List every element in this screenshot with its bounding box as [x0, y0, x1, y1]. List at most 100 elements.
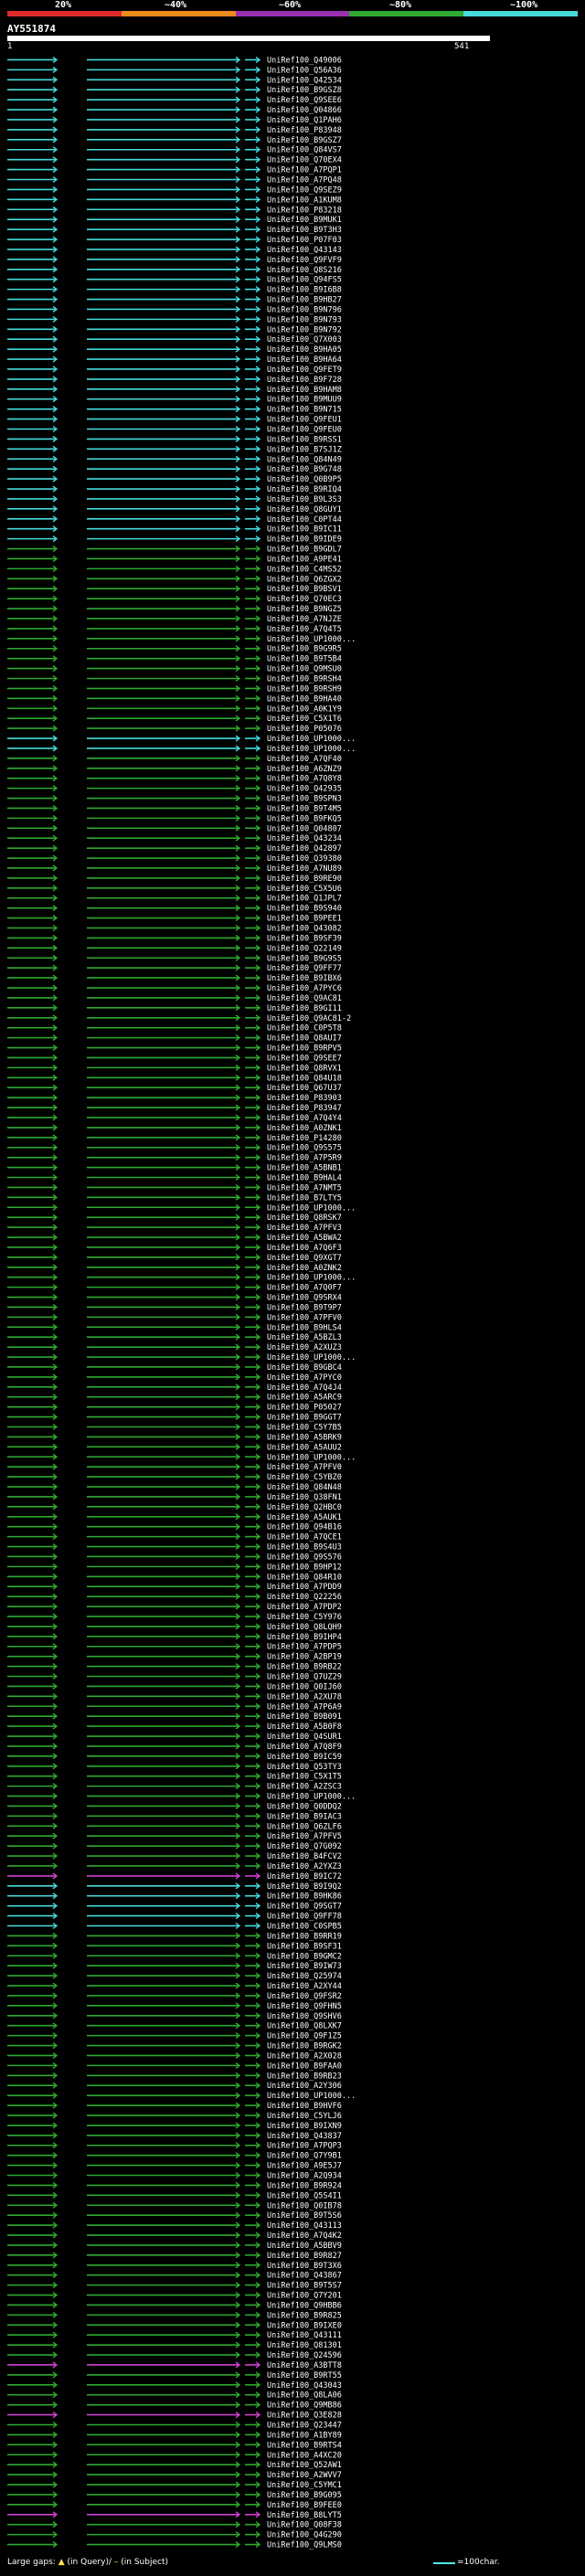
hit-row[interactable]: UniRef100_B9IAC3: [7, 1812, 342, 1821]
hit-row[interactable]: UniRef100_A7Q8F9: [7, 1743, 342, 1752]
hit-row[interactable]: UniRef100_B9N796: [7, 305, 342, 314]
hit-row[interactable]: UniRef100_Q23447: [7, 2422, 342, 2431]
hit-row[interactable]: UniRef100_A9PE41: [7, 555, 342, 564]
hit-label[interactable]: UniRef100_B9FAA0: [267, 2062, 342, 2071]
hit-label[interactable]: UniRef100_B9T3X6: [267, 2262, 342, 2271]
hit-label[interactable]: UniRef100_Q43043: [267, 2381, 342, 2390]
hit-row[interactable]: UniRef100_C5Y976: [7, 1613, 342, 1622]
hit-label[interactable]: UniRef100_B9GMC2: [267, 1952, 342, 1961]
hit-label[interactable]: UniRef100_Q56A36: [267, 66, 342, 75]
hit-row[interactable]: UniRef100_Q8RSK7: [7, 1214, 342, 1223]
hit-row[interactable]: UniRef100_B9IC11: [7, 525, 342, 535]
hit-label[interactable]: UniRef100_B9T5S6: [267, 2211, 342, 2221]
hit-label[interactable]: UniRef100_Q0B9P5: [267, 475, 342, 484]
hit-label[interactable]: UniRef100_UP1000...: [267, 1274, 356, 1283]
hit-label[interactable]: UniRef100_Q6ZLF6: [267, 1822, 342, 1831]
hit-row[interactable]: UniRef100_A7Q6F3: [7, 1244, 342, 1253]
hit-label[interactable]: UniRef100_Q9SEE7: [267, 1054, 342, 1063]
hit-label[interactable]: UniRef100_B9S940: [267, 905, 342, 914]
hit-row[interactable]: UniRef100_Q9FF78: [7, 1913, 342, 1922]
hit-label[interactable]: UniRef100_B9GI11: [267, 1004, 342, 1013]
hit-label[interactable]: UniRef100_Q8LXK7: [267, 2022, 342, 2031]
hit-row[interactable]: UniRef100_Q0IJ60: [7, 1682, 342, 1691]
hit-row[interactable]: UniRef100_Q9AC81-2: [7, 1014, 351, 1023]
hit-label[interactable]: UniRef100_Q9FEU1: [267, 416, 342, 425]
hit-label[interactable]: UniRef100_Q9SHV6: [267, 2012, 342, 2021]
hit-row[interactable]: UniRef100_A9E5J7: [7, 2162, 342, 2171]
hit-row[interactable]: UniRef100_P14280: [7, 1134, 342, 1143]
hit-label[interactable]: UniRef100_Q39380: [267, 854, 342, 864]
hit-label[interactable]: UniRef100_Q9LMS0: [267, 2541, 342, 2549]
hit-row[interactable]: UniRef100_Q43867: [7, 2272, 342, 2281]
hit-label[interactable]: UniRef100_A2Q934: [267, 2172, 342, 2181]
hit-row[interactable]: UniRef100_B9SPN3: [7, 795, 342, 804]
hit-row[interactable]: UniRef100_A7P5R9: [7, 1154, 342, 1163]
hit-row[interactable]: UniRef100_UP1000...: [7, 1203, 356, 1213]
hit-label[interactable]: UniRef100_A2XY44: [267, 1982, 342, 1991]
hit-row[interactable]: UniRef100_A7QCE1: [7, 1533, 342, 1542]
hit-label[interactable]: UniRef100_Q08F38: [267, 2521, 342, 2530]
hit-row[interactable]: UniRef100_B9GSZ8: [7, 86, 342, 95]
hit-row[interactable]: UniRef100_Q81301: [7, 2341, 342, 2350]
hit-row[interactable]: UniRef100_B9PEE1: [7, 915, 342, 924]
hit-row[interactable]: UniRef100_B9HK86: [7, 1892, 342, 1902]
hit-row[interactable]: UniRef100_A2XU78: [7, 1692, 342, 1701]
hit-row[interactable]: UniRef100_Q6ZGX2: [7, 575, 342, 584]
hit-row[interactable]: UniRef100_B9T3X6: [7, 2262, 342, 2271]
hit-label[interactable]: UniRef100_A5AUU2: [267, 1443, 342, 1452]
hit-label[interactable]: UniRef100_B9RB23: [267, 2072, 342, 2081]
hit-label[interactable]: UniRef100_Q9S575: [267, 1144, 342, 1153]
hit-row[interactable]: UniRef100_Q9FEU1: [7, 416, 342, 425]
hit-label[interactable]: UniRef100_C5Y7B5: [267, 1424, 342, 1433]
hit-label[interactable]: UniRef100_B9RGK2: [267, 2042, 342, 2051]
hit-label[interactable]: UniRef100_B9IW73: [267, 1962, 342, 1971]
hit-label[interactable]: UniRef100_B9G9S5: [267, 954, 342, 963]
hit-row[interactable]: UniRef100_B9GI11: [7, 1004, 342, 1013]
hit-row[interactable]: UniRef100_A2YXZ3: [7, 1862, 342, 1871]
hit-label[interactable]: UniRef100_UP1000...: [267, 2092, 356, 2101]
hit-label[interactable]: UniRef100_A7Q4T5: [267, 625, 342, 634]
hit-row[interactable]: UniRef100_Q9F1Z5: [7, 2032, 342, 2041]
hit-label[interactable]: UniRef100_P05027: [267, 1404, 342, 1413]
hit-row[interactable]: UniRef100_B9RSH9: [7, 684, 342, 694]
hit-label[interactable]: UniRef100_Q4G290: [267, 2531, 342, 2540]
hit-label[interactable]: UniRef100_B9B091: [267, 1712, 342, 1722]
hit-label[interactable]: UniRef100_Q9FHN5: [267, 2002, 342, 2011]
hit-label[interactable]: UniRef100_B9G748: [267, 465, 342, 474]
hit-label[interactable]: UniRef100_Q8RSK7: [267, 1214, 342, 1223]
hit-row[interactable]: UniRef100_C5X1T5: [7, 1773, 342, 1782]
hit-label[interactable]: UniRef100_A3BTT8: [267, 2361, 342, 2370]
hit-row[interactable]: UniRef100_A1BY89: [7, 2431, 342, 2440]
hit-row[interactable]: UniRef100_Q9SHV6: [7, 2012, 342, 2021]
hit-label[interactable]: UniRef100_Q6ZGX2: [267, 575, 342, 584]
hit-label[interactable]: UniRef100_A5BRK9: [267, 1433, 342, 1442]
hit-row[interactable]: UniRef100_Q9S575: [7, 1144, 342, 1153]
hit-label[interactable]: UniRef100_A7QF40: [267, 755, 342, 764]
hit-row[interactable]: UniRef100_B9FAA0: [7, 2062, 342, 2071]
hit-row[interactable]: UniRef100_Q9AC81: [7, 994, 342, 1003]
hit-label[interactable]: UniRef100_A2ZSC3: [267, 1783, 342, 1792]
hit-row[interactable]: UniRef100_Q22256: [7, 1593, 342, 1602]
hit-label[interactable]: UniRef100_UP1000...: [267, 1793, 356, 1802]
hit-label[interactable]: UniRef100_A7PDP5: [267, 1643, 342, 1652]
hit-label[interactable]: UniRef100_B9HA05: [267, 345, 342, 355]
hit-label[interactable]: UniRef100_B9G9R5: [267, 645, 342, 654]
hit-row[interactable]: UniRef100_Q9FET9: [7, 366, 342, 375]
hit-row[interactable]: UniRef100_Q9FEU0: [7, 426, 342, 435]
hit-row[interactable]: UniRef100_B9SF39: [7, 934, 342, 943]
hit-row[interactable]: UniRef100_A2XY44: [7, 1982, 342, 1991]
hit-label[interactable]: UniRef100_Q84N49: [267, 455, 342, 464]
hit-label[interactable]: UniRef100_Q84U18: [267, 1074, 342, 1083]
hit-label[interactable]: UniRef100_UP1000...: [267, 1203, 356, 1213]
hit-label[interactable]: UniRef100_C5X1T6: [267, 715, 342, 724]
hit-row[interactable]: UniRef100_Q7G092: [7, 1842, 342, 1851]
hit-row[interactable]: UniRef100_Q9MSU0: [7, 665, 342, 674]
hit-label[interactable]: UniRef100_A2WVV7: [267, 2471, 342, 2480]
hit-label[interactable]: UniRef100_A7PYC0: [267, 1373, 342, 1383]
hit-label[interactable]: UniRef100_Q53TY3: [267, 1763, 342, 1772]
hit-row[interactable]: UniRef100_Q43113: [7, 2221, 342, 2231]
hit-row[interactable]: UniRef100_A7PDP5: [7, 1643, 342, 1652]
hit-label[interactable]: UniRef100_C0SPB5: [267, 1923, 342, 1932]
hit-label[interactable]: UniRef100_C5X1T5: [267, 1773, 342, 1782]
hit-label[interactable]: UniRef100_Q7Y9B1: [267, 2152, 342, 2161]
